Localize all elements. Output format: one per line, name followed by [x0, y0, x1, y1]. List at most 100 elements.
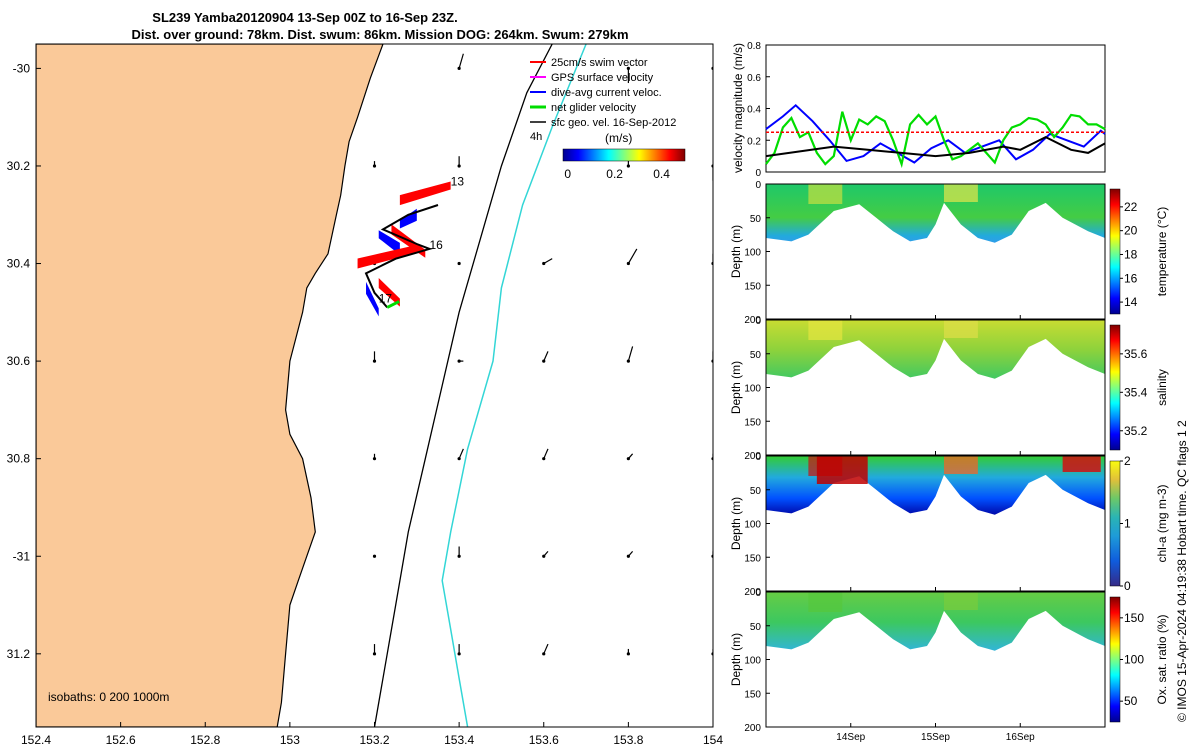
map-xtick-label: 154 [703, 733, 723, 747]
map-xtick-label: 152.6 [106, 733, 136, 747]
profile-data-fill [766, 592, 1105, 651]
chl-high-patch [816, 456, 868, 484]
geo-vector-dot [457, 457, 461, 461]
colorbar-tick-label: 14 [1124, 295, 1138, 309]
legend-geo: sfc geo. vel. 16-Sep-2012 [551, 117, 676, 129]
velocity-ytick-label: 0.2 [747, 136, 761, 147]
velocity-series-line [765, 103, 1106, 164]
isobath-200m [373, 44, 553, 727]
geo-vector-dot [457, 66, 461, 70]
track-map: 152.4 152.6 152.8 153 153.2 153.4 153.6 153.8 15… [7, 43, 724, 747]
geo-vector-dot [542, 457, 546, 461]
net-velocity-vector [386, 300, 400, 309]
profile-accent [943, 184, 978, 202]
geo-vector-dot [626, 457, 630, 461]
map-ytick-label: -31 [13, 549, 31, 563]
geo-vector-dot [626, 164, 630, 168]
colorbar-tick-label: 35.4 [1124, 385, 1148, 399]
map-colorbar [562, 148, 686, 162]
profile-xtick-label: 14Sep [836, 732, 865, 743]
swim-vector [378, 278, 400, 307]
profile-ytick-label: 150 [744, 689, 761, 700]
colorbar-label: temperature (°C) [1155, 207, 1169, 297]
geo-vector [543, 448, 549, 459]
geo-vector-dot [542, 261, 546, 266]
profile-ylabel: Depth (m) [729, 497, 743, 550]
profile-accent [808, 320, 843, 340]
geo-vector-dot [626, 66, 630, 70]
geo-vector [543, 258, 553, 265]
geo-vector [458, 53, 464, 69]
geo-vector-dot [457, 261, 461, 266]
temperature-section: 0 50 100 150 200 Depth (m) 14 16 18 20 22 temperatu… [729, 180, 1169, 326]
profile-ytick-label: 0 [755, 180, 761, 191]
geo-vector-dot [372, 359, 377, 363]
profile-ytick-label: 100 [744, 520, 761, 531]
colorbar-tick-label: 1 [1124, 517, 1131, 531]
map-ytick-label: 30.4 [7, 257, 31, 271]
velocity-ytick-label: 0 [755, 168, 761, 179]
swim-vector [357, 244, 417, 269]
map-xtick-label: 152.4 [21, 733, 51, 747]
colorbar-tick-label: 2 [1124, 454, 1131, 468]
profile-ytick-label: 0 [755, 452, 761, 463]
map-colorbar-tick: 0 [564, 167, 571, 181]
profile-ytick-label: 50 [750, 486, 762, 497]
colorbar-unit: (m/s) [605, 131, 632, 145]
profile-ytick-label: 200 [744, 315, 761, 326]
day-label: 13 [451, 174, 465, 188]
colorbar-tick-label: 20 [1124, 224, 1138, 238]
day-label: 17 [379, 292, 393, 306]
current-vector [366, 281, 379, 317]
chart-subtitle: Dist. over ground: 78km. Dist. swum: 86k… [131, 27, 628, 42]
profile-colorbar [1109, 460, 1121, 587]
geo-vector-dot [372, 457, 377, 461]
profile-ytick-label: 50 [750, 350, 762, 361]
land-area [36, 44, 384, 727]
velocity-panel: 0 0.2 0.4 0.6 0.8 velocity magnitude (m/s) [731, 41, 1106, 179]
profile-ytick-label: 150 [744, 553, 761, 564]
glider-track [357, 181, 451, 317]
colorbar-label: Ox. sat. ratio (%) [1155, 614, 1169, 704]
isobath-1000m [441, 44, 587, 727]
profile-ytick-label: 0 [755, 316, 761, 327]
geo-vector-dot [626, 359, 630, 363]
velocity-frame [765, 44, 1106, 173]
chart-title: SL239 Yamba20120904 13-Sep 00Z to 16-Sep… [152, 10, 457, 25]
profile-ytick-label: 50 [750, 622, 762, 633]
profile-data-fill [766, 184, 1105, 243]
colorbar-label: salinity [1155, 369, 1169, 406]
velocity-series [765, 103, 1106, 169]
profile-colorbar [1109, 324, 1121, 451]
swim-vector [399, 181, 451, 206]
oxygen-section: 0 50 100 150 200 Depth (m) 50 100 150 Ox. sat. ra… [729, 588, 1169, 743]
geo-vector [712, 68, 713, 70]
velocity-ytick-label: 0.8 [747, 41, 761, 52]
map-colorbar-tick: 0.4 [653, 167, 670, 181]
colorbar-tick-label: 18 [1124, 247, 1138, 261]
geo-vector [543, 643, 549, 655]
map-ytick-label: 31.2 [7, 647, 31, 661]
map-ytick-label: 30.2 [7, 159, 31, 173]
geo-vector-dot [542, 359, 546, 363]
map-ytick-label: 30.8 [7, 452, 31, 466]
map-xtick-label: 152.8 [190, 733, 220, 747]
geo-vector-dot [626, 261, 630, 266]
map-axes: 152.4 152.6 152.8 153 153.2 153.4 153.6 153.8 15… [7, 61, 724, 747]
day-label: 16 [430, 238, 444, 252]
profile-xtick-label: 16Sep [1006, 732, 1035, 743]
geo-vector-dot [542, 554, 546, 558]
velocity-series-line [765, 111, 1106, 169]
colorbar-label: chl-a (mg m-3) [1155, 484, 1169, 562]
map-legend: 25cm/s swim vector GPS surface velocity … [530, 57, 686, 181]
legend-net: net glider velocity [551, 102, 636, 114]
profile-ylabel: Depth (m) [729, 225, 743, 278]
legend-gps: GPS surface velocity [551, 72, 654, 84]
geo-vector-dot [457, 554, 461, 558]
map-xtick-label: 153 [280, 733, 300, 747]
geo-vector [458, 448, 464, 459]
profile-accent [943, 456, 978, 474]
legend-swim: 25cm/s swim vector [551, 57, 648, 69]
